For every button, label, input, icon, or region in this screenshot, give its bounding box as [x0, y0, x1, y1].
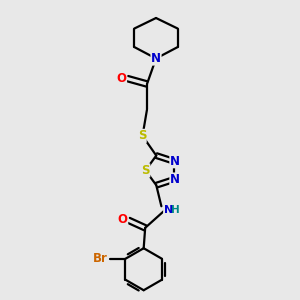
Text: Br: Br	[93, 252, 108, 265]
Text: S: S	[138, 129, 146, 142]
Text: S: S	[141, 164, 150, 177]
Text: O: O	[118, 213, 128, 226]
Text: N: N	[164, 205, 173, 215]
Text: N: N	[170, 173, 180, 186]
Text: N: N	[170, 155, 180, 168]
Text: H: H	[171, 205, 180, 215]
Text: N: N	[151, 52, 161, 65]
Text: O: O	[116, 71, 127, 85]
